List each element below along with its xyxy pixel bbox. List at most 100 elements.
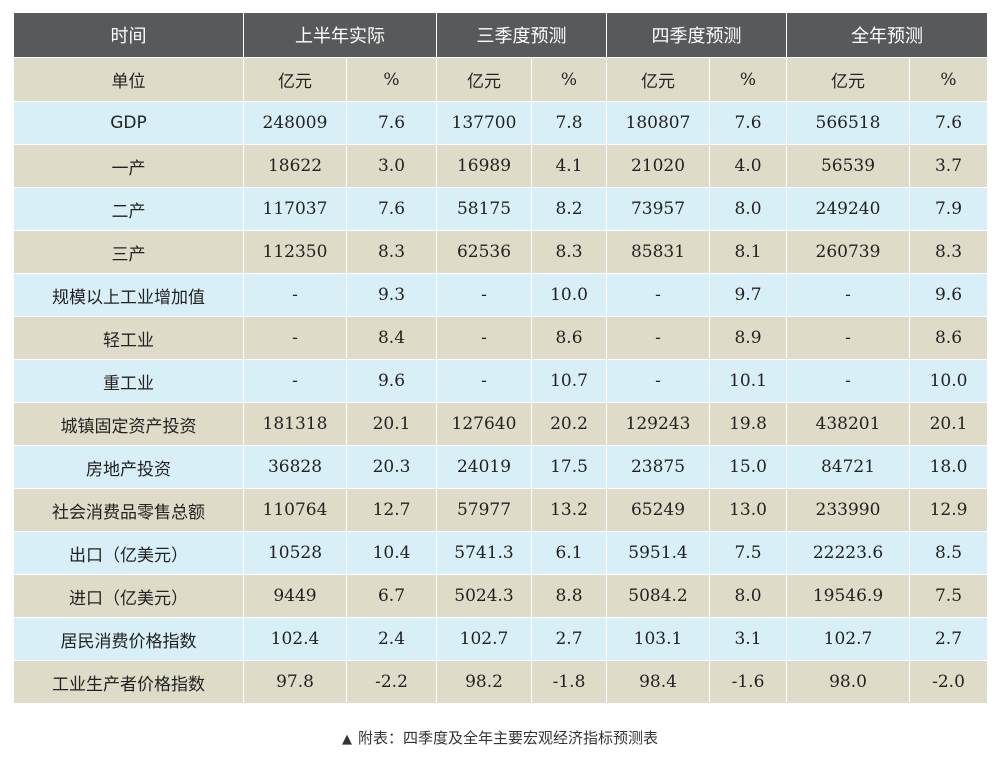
unit-cell: %: [346, 57, 437, 102]
table-cell: 56539: [786, 144, 910, 188]
table-cell: -1.6: [709, 660, 787, 704]
table-cell: 102.7: [436, 617, 532, 661]
table-cell: -: [436, 316, 532, 360]
unit-label: 单位: [13, 57, 244, 102]
table-cell: 20.1: [346, 402, 437, 446]
table-cell: 22223.6: [786, 531, 910, 575]
table-cell: -: [436, 359, 532, 403]
table-cell: 16989: [436, 144, 532, 188]
unit-cell: %: [531, 57, 607, 102]
table-cell: 102.4: [243, 617, 347, 661]
table-cell: 20.2: [531, 402, 607, 446]
table-cell: 8.2: [531, 187, 607, 231]
table-cell: 9.3: [346, 273, 437, 317]
table-cell: 103.1: [606, 617, 710, 661]
unit-cell: 亿元: [436, 57, 532, 102]
table-cell: -: [243, 273, 347, 317]
table-cell: 8.6: [909, 316, 988, 360]
table-cell: -: [786, 359, 910, 403]
table-cell: 20.1: [909, 402, 988, 446]
forecast-table: 时间 上半年实际 三季度预测 四季度预测 全年预测 单位 亿元 % 亿元 % 亿…: [13, 12, 988, 704]
row-label: 出口（亿美元）: [13, 531, 244, 575]
table-cell: 137700: [436, 101, 532, 145]
forecast-table-container: 时间 上半年实际 三季度预测 四季度预测 全年预测 单位 亿元 % 亿元 % 亿…: [13, 12, 988, 704]
table-cell: -: [606, 359, 710, 403]
table-cell: 8.6: [531, 316, 607, 360]
table-cell: 10.0: [531, 273, 607, 317]
table-cell: 3.1: [709, 617, 787, 661]
table-cell: -1.8: [531, 660, 607, 704]
table-cell: 18622: [243, 144, 347, 188]
table-cell: 5741.3: [436, 531, 532, 575]
header-h1-actual: 上半年实际: [243, 12, 437, 58]
table-row: 居民消费价格指数 102.4 2.4 102.7 2.7 103.1 3.1 102.7 2.7: [13, 617, 988, 661]
table-cell: 8.1: [709, 230, 787, 274]
table-cell: 9.7: [709, 273, 787, 317]
table-cell: 8.3: [531, 230, 607, 274]
table-cell: -: [243, 359, 347, 403]
table-cell: 181318: [243, 402, 347, 446]
row-label: GDP: [13, 101, 244, 145]
table-cell: 7.6: [909, 101, 988, 145]
table-cell: 13.0: [709, 488, 787, 532]
table-row: 工业生产者价格指数 97.8 -2.2 98.2 -1.8 98.4 -1.6 98.0 -2.…: [13, 660, 988, 704]
row-label: 居民消费价格指数: [13, 617, 244, 661]
table-cell: 2.7: [909, 617, 988, 661]
header-year-forecast: 全年预测: [786, 12, 988, 58]
table-cell: 9.6: [909, 273, 988, 317]
table-cell: 8.4: [346, 316, 437, 360]
table-cell: 7.9: [909, 187, 988, 231]
table-caption: ▲ 附表：四季度及全年主要宏观经济指标预测表: [0, 727, 1000, 748]
table-cell: 98.4: [606, 660, 710, 704]
row-label: 重工业: [13, 359, 244, 403]
table-cell: -: [606, 273, 710, 317]
row-label: 房地产投资: [13, 445, 244, 489]
unit-cell: 亿元: [606, 57, 710, 102]
row-label: 社会消费品零售总额: [13, 488, 244, 532]
table-cell: 17.5: [531, 445, 607, 489]
row-label: 二产: [13, 187, 244, 231]
table-row: 重工业 -9.6-10.7-10.1-10.0: [13, 359, 988, 403]
table-cell: 7.6: [346, 101, 437, 145]
table-cell: 7.5: [909, 574, 988, 618]
table-cell: -2.0: [909, 660, 988, 704]
table-cell: 10.1: [709, 359, 787, 403]
table-cell: 8.3: [909, 230, 988, 274]
table-cell: 3.7: [909, 144, 988, 188]
table-cell: 248009: [243, 101, 347, 145]
table-cell: 6.7: [346, 574, 437, 618]
table-cell: 7.5: [709, 531, 787, 575]
table-cell: 9.6: [346, 359, 437, 403]
table-cell: 5024.3: [436, 574, 532, 618]
table-cell: 8.0: [709, 574, 787, 618]
caption-text: 附表：四季度及全年主要宏观经济指标预测表: [357, 729, 658, 747]
table-cell: 7.6: [709, 101, 787, 145]
table-cell: 21020: [606, 144, 710, 188]
table-cell: 97.8: [243, 660, 347, 704]
table-row: 规模以上工业增加值 -9.3-10.0-9.7-9.6: [13, 273, 988, 317]
table-cell: 12.7: [346, 488, 437, 532]
unit-row: 单位 亿元 % 亿元 % 亿元 % 亿元 %: [13, 57, 988, 102]
table-row: 社会消费品零售总额 110764 12.7 57977 13.2 65249 13.0 233…: [13, 488, 988, 532]
table-cell: 233990: [786, 488, 910, 532]
unit-cell: 亿元: [243, 57, 347, 102]
table-cell: 2.7: [531, 617, 607, 661]
table-cell: 58175: [436, 187, 532, 231]
header-q4-forecast: 四季度预测: [606, 12, 787, 58]
header-row: 时间 上半年实际 三季度预测 四季度预测 全年预测: [13, 12, 988, 58]
table-cell: 8.3: [346, 230, 437, 274]
table-cell: 10528: [243, 531, 347, 575]
table-cell: 8.9: [709, 316, 787, 360]
table-cell: 2.4: [346, 617, 437, 661]
table-cell: 5084.2: [606, 574, 710, 618]
table-row: 房地产投资 36828 20.3 24019 17.5 23875 15.0 84721 18.…: [13, 445, 988, 489]
table-cell: 98.2: [436, 660, 532, 704]
table-cell: 85831: [606, 230, 710, 274]
table-cell: 3.0: [346, 144, 437, 188]
table-row: 出口（亿美元） 10528 10.4 5741.3 6.1 5951.4 7.5 22223.…: [13, 531, 988, 575]
table-cell: 20.3: [346, 445, 437, 489]
table-cell: 110764: [243, 488, 347, 532]
table-cell: 23875: [606, 445, 710, 489]
row-label: 三产: [13, 230, 244, 274]
table-cell: 13.2: [531, 488, 607, 532]
